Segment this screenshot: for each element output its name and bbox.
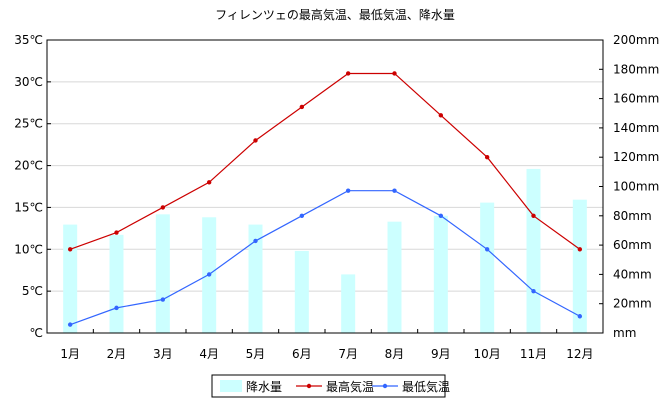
point-max-temp-12 bbox=[577, 247, 583, 252]
point-max-temp-4 bbox=[206, 180, 212, 185]
bar-precip-7 bbox=[341, 274, 356, 333]
legend-swatch-precip bbox=[220, 380, 242, 392]
point-min-temp-5 bbox=[253, 238, 258, 244]
y-right-tick-label: 100mm bbox=[613, 180, 659, 194]
x-tick-label: 2月 bbox=[107, 347, 127, 361]
chart-title: フィレンツェの最高気温、最低気温、降水量 bbox=[215, 8, 455, 22]
point-max-temp-7 bbox=[345, 71, 351, 76]
point-min-temp-11 bbox=[531, 288, 536, 294]
y-left-tick-label: 35℃ bbox=[14, 33, 43, 47]
x-tick-label: 1月 bbox=[60, 347, 80, 361]
point-max-temp-1 bbox=[67, 247, 73, 252]
point-max-temp-2 bbox=[114, 230, 119, 235]
point-max-temp-3 bbox=[160, 205, 166, 210]
legend-marker-min-temp bbox=[382, 383, 388, 389]
bar-precip-10 bbox=[480, 202, 495, 333]
legend-label-max-temp: 最高気温 bbox=[326, 379, 374, 394]
x-tick-label: 9月 bbox=[431, 347, 451, 361]
y-right-tick-label: 180mm bbox=[613, 62, 659, 76]
plot-frame bbox=[46, 39, 604, 334]
bar-precip-3 bbox=[155, 214, 170, 333]
y-left-tick-label: 20℃ bbox=[14, 159, 43, 173]
y-right-tick-label: 40mm bbox=[613, 267, 652, 281]
bar-precip-6 bbox=[294, 250, 309, 333]
y-right-tick-label: 120mm bbox=[613, 150, 659, 164]
point-max-temp-8 bbox=[392, 71, 397, 76]
point-max-temp-5 bbox=[253, 138, 258, 143]
x-tick-label: 7月 bbox=[338, 347, 358, 361]
point-max-temp-10 bbox=[484, 155, 490, 160]
y-left-tick-label: ℃ bbox=[30, 326, 43, 340]
y-left-tick-label: 5℃ bbox=[22, 284, 43, 298]
point-min-temp-1 bbox=[67, 322, 73, 327]
legend-label-min-temp: 最低気温 bbox=[402, 379, 450, 394]
y-left-tick-label: 30℃ bbox=[14, 75, 43, 89]
point-min-temp-8 bbox=[392, 188, 397, 193]
point-max-temp-9 bbox=[438, 113, 444, 118]
x-tick-label: 6月 bbox=[292, 347, 312, 361]
y-right-tick-label: 20mm bbox=[613, 297, 652, 311]
y-left-tick-label: 15℃ bbox=[14, 200, 43, 214]
y-left-tick-label: 10℃ bbox=[14, 242, 43, 256]
point-min-temp-9 bbox=[438, 213, 444, 218]
legend-label-precip: 降水量 bbox=[246, 380, 282, 394]
x-tick-label: 5月 bbox=[246, 347, 266, 361]
point-max-temp-6 bbox=[299, 104, 305, 110]
bar-precip-8 bbox=[387, 221, 402, 333]
point-max-temp-11 bbox=[531, 213, 536, 218]
y-right-tick-label: mm bbox=[613, 326, 636, 340]
point-min-temp-10 bbox=[484, 247, 490, 252]
legend-marker-max-temp bbox=[306, 383, 312, 389]
point-min-temp-6 bbox=[299, 213, 305, 218]
x-tick-label: 8月 bbox=[385, 347, 405, 361]
y-right-tick-label: 60mm bbox=[613, 238, 652, 252]
line-min-temp bbox=[69, 190, 581, 326]
x-tick-label: 12月 bbox=[566, 347, 593, 361]
y-left-tick-label: 25℃ bbox=[14, 117, 43, 131]
point-min-temp-12 bbox=[577, 314, 583, 319]
point-min-temp-4 bbox=[206, 272, 212, 277]
bar-precip-1 bbox=[63, 224, 78, 333]
line-max-temp bbox=[69, 72, 581, 250]
point-min-temp-2 bbox=[114, 305, 119, 311]
bar-precip-5 bbox=[248, 224, 263, 333]
x-tick-label: 10月 bbox=[474, 347, 501, 361]
bar-precip-11 bbox=[526, 168, 541, 333]
point-min-temp-7 bbox=[345, 188, 351, 193]
bar-precip-2 bbox=[109, 234, 124, 333]
bar-precip-9 bbox=[433, 215, 448, 333]
y-right-tick-label: 140mm bbox=[613, 121, 659, 135]
y-right-tick-label: 80mm bbox=[613, 209, 652, 223]
point-min-temp-3 bbox=[160, 297, 166, 302]
y-right-tick-label: 160mm bbox=[613, 92, 659, 106]
x-tick-label: 4月 bbox=[199, 347, 219, 361]
x-tick-label: 11月 bbox=[520, 347, 547, 361]
x-tick-label: 3月 bbox=[153, 347, 173, 361]
bar-precip-12 bbox=[572, 199, 587, 333]
legend-box bbox=[211, 374, 446, 398]
y-right-tick-label: 200mm bbox=[613, 33, 659, 47]
